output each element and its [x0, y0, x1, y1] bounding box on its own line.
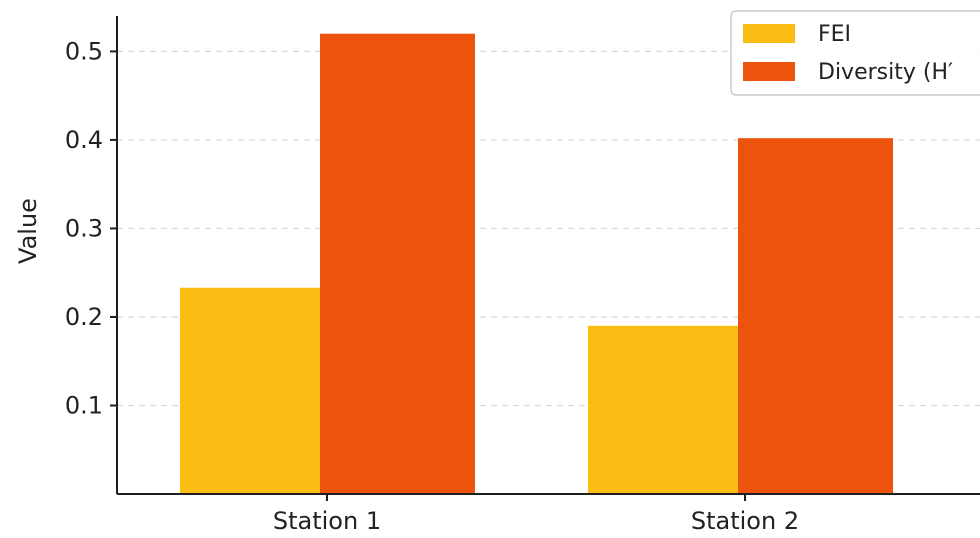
y-tick-label: 0.5 — [65, 37, 103, 65]
y-tick-label: 0.4 — [65, 126, 103, 154]
x-tick-label: Station 2 — [691, 507, 799, 535]
legend: FEI Diversity (H′ — [730, 10, 980, 96]
bar-diversity-station-2 — [738, 138, 893, 494]
y-tick-labels: 0.1 0.2 0.3 0.4 0.5 — [65, 37, 117, 419]
x-tick-labels: Station 1 Station 2 — [273, 494, 799, 535]
legend-swatch-fei — [743, 24, 795, 43]
legend-label-diversity: Diversity (H′ — [818, 60, 953, 85]
axes — [116, 16, 980, 495]
y-tick-label: 0.3 — [65, 214, 103, 242]
bar-diversity-station-1 — [320, 33, 475, 494]
bar-fei-station-2 — [588, 325, 738, 494]
y-tick-label: 0.1 — [65, 391, 103, 419]
bars — [180, 33, 893, 494]
y-tick-label: 0.2 — [65, 303, 103, 331]
legend-swatch-diversity — [743, 62, 795, 81]
legend-label-fei: FEI — [818, 22, 851, 47]
bar-fei-station-1 — [180, 287, 320, 494]
y-axis-title: Value — [14, 198, 42, 264]
x-tick-label: Station 1 — [273, 507, 381, 535]
